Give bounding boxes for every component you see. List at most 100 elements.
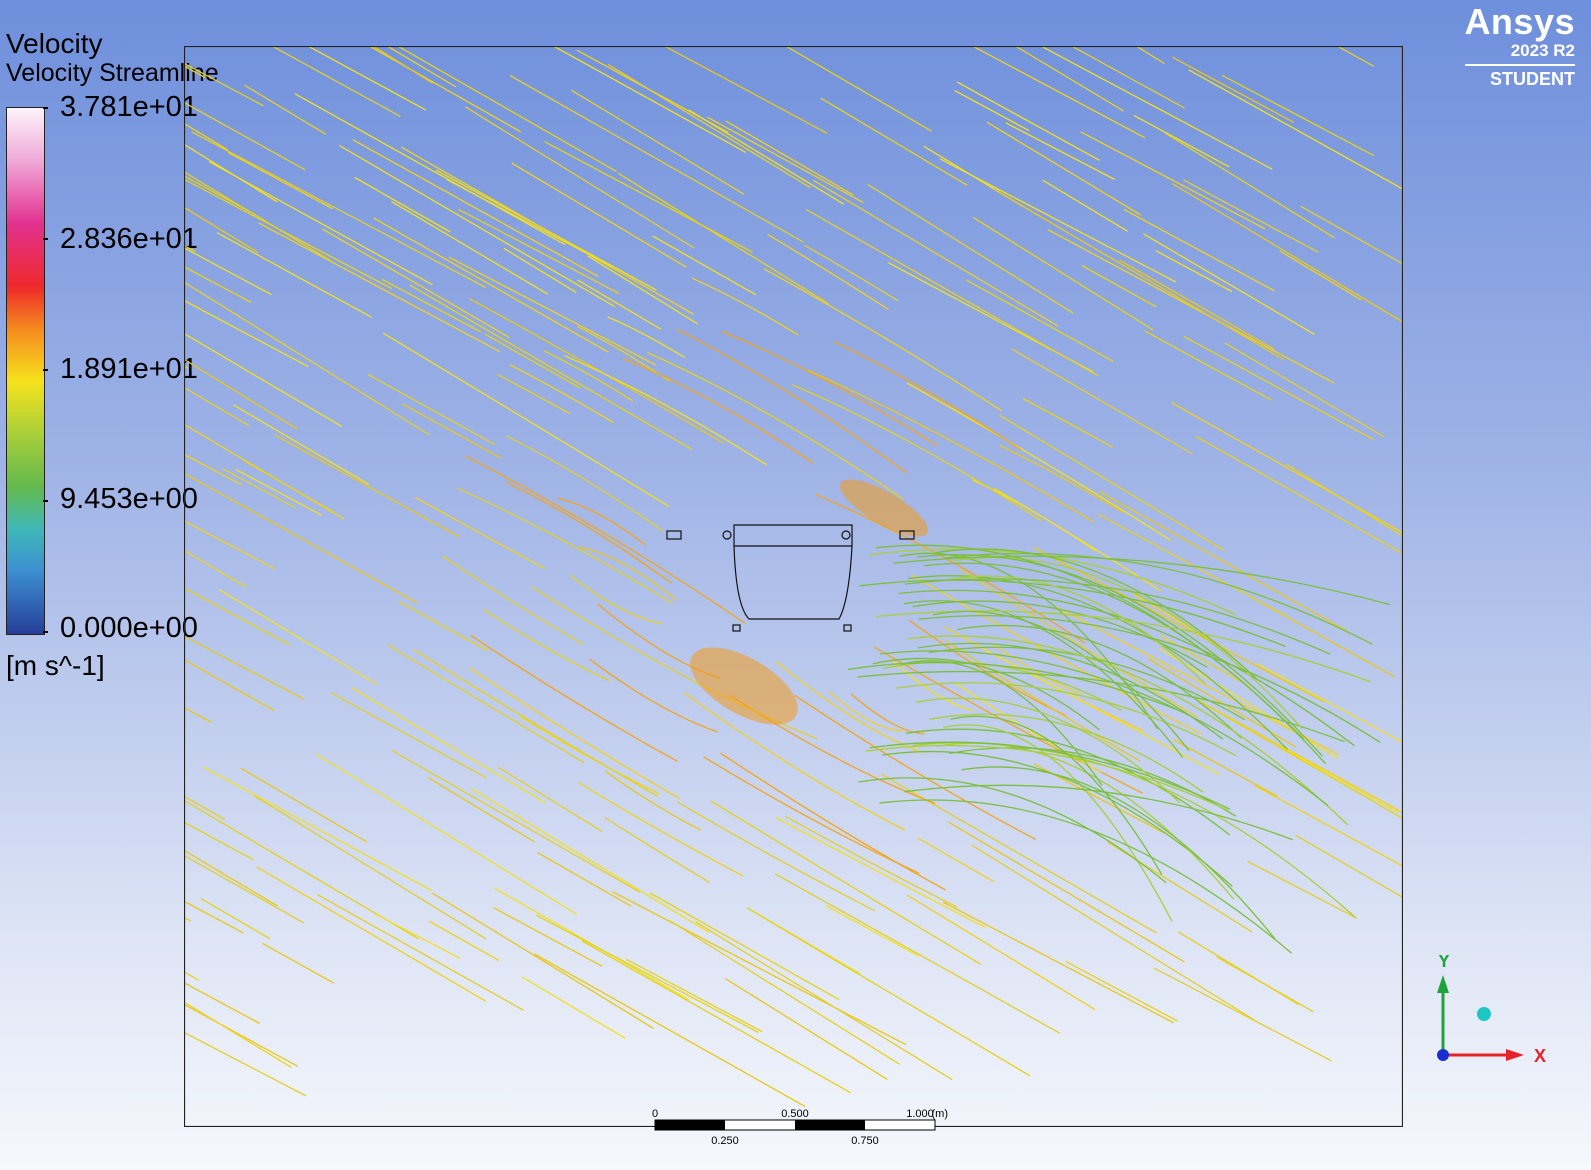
wake-streamline xyxy=(880,650,1329,807)
streamline xyxy=(387,644,585,764)
streamline xyxy=(367,373,496,446)
streamline xyxy=(184,281,431,436)
streamline xyxy=(706,116,864,203)
streamline xyxy=(184,821,254,861)
wake-streamline xyxy=(869,741,1231,810)
wake-streamline xyxy=(943,724,1173,922)
legend-title: Velocity xyxy=(6,28,103,59)
streamline xyxy=(519,715,660,795)
streamline xyxy=(1295,834,1403,899)
streamline xyxy=(484,333,581,389)
streamline xyxy=(191,131,487,289)
streamline xyxy=(184,101,306,171)
streamline xyxy=(382,332,670,507)
streamline xyxy=(907,894,1096,1011)
wake-streamline xyxy=(961,766,1276,940)
streamline xyxy=(812,179,1059,327)
streamline xyxy=(910,574,1202,735)
wake-streamline xyxy=(872,657,1100,731)
streamline xyxy=(1056,606,1339,756)
wake-streamline xyxy=(904,784,1294,841)
streamline xyxy=(1221,74,1375,157)
streamline xyxy=(1133,114,1230,168)
streamline xyxy=(1170,401,1403,534)
wake-streamline xyxy=(859,579,1286,648)
y-axis-arrow-icon xyxy=(1437,975,1449,993)
axis-triad[interactable]: Y X xyxy=(1430,955,1550,1075)
streamline xyxy=(1070,46,1185,109)
streamline xyxy=(724,977,888,1080)
streamline xyxy=(954,682,1102,773)
streamline xyxy=(184,1031,307,1097)
streamline-plot[interactable] xyxy=(184,46,1403,1127)
streamline xyxy=(431,892,654,1029)
streamline xyxy=(184,175,257,216)
streamline xyxy=(939,158,1177,283)
streamline xyxy=(470,787,710,933)
streamline xyxy=(244,84,327,135)
streamline xyxy=(202,766,433,892)
streamline xyxy=(999,414,1225,551)
streamline xyxy=(441,555,584,645)
streamline xyxy=(1022,397,1114,448)
streamline xyxy=(227,151,333,210)
streamline xyxy=(1183,179,1319,253)
wake-streamline xyxy=(928,713,1204,793)
streamline xyxy=(676,328,907,474)
scale-segment-dark xyxy=(655,1120,725,1130)
streamline xyxy=(306,46,427,111)
streamline xyxy=(184,247,272,296)
streamline xyxy=(1280,746,1399,813)
streamline xyxy=(746,907,1031,1077)
streamline xyxy=(1065,961,1178,1022)
streamline xyxy=(873,646,1144,794)
streamline xyxy=(470,634,678,762)
right-fixture xyxy=(899,530,915,540)
streamline xyxy=(994,189,1284,361)
streamline xyxy=(184,849,279,907)
wake-streamline xyxy=(879,799,1293,954)
streamline xyxy=(184,266,252,303)
streamline xyxy=(497,374,571,415)
streamline xyxy=(622,357,814,464)
streamline xyxy=(999,444,1124,513)
body-geometry xyxy=(666,524,915,632)
streamline xyxy=(270,46,401,117)
streamline xyxy=(1119,259,1275,350)
streamline xyxy=(1195,435,1403,555)
streamline xyxy=(775,660,924,754)
streamline xyxy=(464,106,695,249)
streamline xyxy=(669,919,901,1065)
streamline xyxy=(557,497,647,546)
streamline xyxy=(1224,342,1385,438)
streamline xyxy=(184,299,309,368)
streamline xyxy=(374,913,461,959)
streamline xyxy=(1164,132,1335,239)
colorbar-tick-label: 2.836e+01 xyxy=(60,223,198,255)
streamline xyxy=(880,773,1157,934)
streamline xyxy=(1005,122,1116,181)
streamline xyxy=(683,692,906,831)
lower-right-fixture xyxy=(843,624,852,632)
streamline xyxy=(354,176,451,233)
streamline xyxy=(607,316,686,359)
streamline xyxy=(386,46,457,88)
streamline xyxy=(971,46,1146,139)
streamline xyxy=(184,386,250,427)
hotspot xyxy=(839,479,929,537)
view-sphere-icon xyxy=(1477,1007,1491,1021)
wake-streamline xyxy=(905,728,1231,836)
colorbar-tick xyxy=(43,500,48,502)
right-inner-fixture xyxy=(841,530,851,540)
streamline xyxy=(589,658,718,733)
streamline xyxy=(1300,205,1403,265)
streamline xyxy=(218,589,378,686)
streamline xyxy=(294,93,566,246)
ansys-logo: Ansys 2023 R2 STUDENT xyxy=(1464,2,1575,88)
streamline xyxy=(391,749,640,893)
streamline xyxy=(577,279,662,330)
wake-streamline xyxy=(950,715,1163,875)
streamline xyxy=(604,770,702,831)
streamline xyxy=(1183,335,1374,440)
streamline xyxy=(1011,348,1193,455)
